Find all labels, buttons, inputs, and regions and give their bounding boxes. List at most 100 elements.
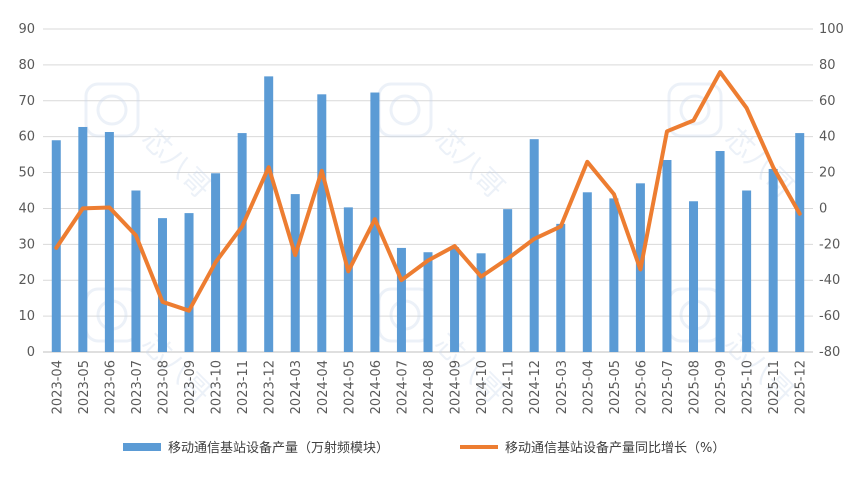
line-point: [507, 258, 509, 260]
bar-series: [51, 76, 805, 353]
line-point: [533, 238, 535, 240]
left-axis-ticks: 0 10 20 30 40 50 60 70 80 90: [18, 22, 35, 360]
right-tick-label: 40: [819, 130, 836, 145]
x-tick-label: 2024-10: [475, 360, 490, 414]
line-point: [241, 225, 243, 227]
line-point: [55, 247, 57, 249]
bar: [157, 218, 167, 352]
bar: [662, 159, 672, 352]
line-point: [613, 193, 615, 195]
left-tick-label: 0: [27, 345, 35, 360]
line-point: [772, 166, 774, 168]
x-axis-ticks: 2023-04 2023-05 2023-06 2023-07 2023-08 2023-…: [50, 360, 808, 414]
bar: [476, 253, 486, 352]
svg-text:芯八哥: 芯八哥: [428, 327, 511, 410]
bar: [317, 94, 327, 352]
line-point: [374, 218, 376, 220]
bar: [184, 213, 194, 352]
x-tick-label: 2024-03: [289, 360, 304, 414]
right-axis-ticks: -80 -60 -40 -20 0 20 40 60 80 100: [819, 22, 844, 360]
right-tick-label: 0: [819, 201, 827, 216]
x-tick-label: 2025-05: [608, 360, 623, 414]
line-point: [480, 276, 482, 278]
legend-bar-label: 移动通信基站设备产量（万射频模块）: [168, 440, 389, 456]
line-point: [268, 166, 270, 168]
left-tick-label: 30: [18, 237, 35, 252]
left-tick-label: 50: [18, 166, 35, 181]
right-tick-label: -80: [819, 345, 840, 360]
x-tick-label: 2024-05: [342, 360, 357, 414]
bar: [742, 190, 752, 352]
bar: [715, 151, 725, 352]
line-point: [400, 279, 402, 281]
bar: [78, 126, 88, 352]
gridlines: [43, 28, 813, 353]
line-point: [188, 310, 190, 312]
bar: [556, 223, 566, 352]
svg-text:芯八哥: 芯八哥: [135, 122, 218, 205]
right-tick-label: 100: [819, 22, 844, 37]
bar: [768, 168, 778, 352]
line-point: [347, 270, 349, 272]
left-tick-label: 60: [18, 130, 35, 145]
x-tick-label: 2024-06: [369, 360, 384, 414]
x-tick-label: 2025-09: [714, 360, 729, 414]
right-tick-label: 20: [819, 166, 836, 181]
line-point: [454, 245, 456, 247]
x-tick-label: 2025-07: [661, 360, 676, 414]
line-point: [719, 71, 721, 73]
x-tick-label: 2023-05: [77, 360, 92, 414]
x-tick-label: 2024-09: [449, 360, 464, 414]
left-tick-label: 90: [18, 22, 35, 37]
bar: [104, 132, 114, 352]
bar: [423, 252, 433, 352]
bar: [237, 133, 247, 352]
x-tick-label: 2025-11: [767, 360, 782, 414]
left-tick-label: 40: [18, 201, 35, 216]
x-tick-label: 2024-12: [528, 360, 543, 414]
legend: 移动通信基站设备产量（万射频模块） 移动通信基站设备产量同比增长（%）: [123, 440, 725, 456]
x-tick-label: 2023-11: [236, 360, 251, 414]
bar: [264, 76, 274, 352]
line-point: [639, 268, 641, 270]
bar: [609, 198, 619, 352]
bar: [131, 190, 141, 352]
line-point: [666, 130, 668, 132]
line-point: [215, 261, 217, 263]
line-point: [799, 213, 801, 215]
left-tick-label: 10: [18, 309, 35, 324]
left-tick-label: 70: [18, 94, 35, 109]
line-point: [427, 259, 429, 261]
x-tick-label: 2025-10: [741, 360, 756, 414]
bar: [689, 201, 699, 352]
line-point: [161, 301, 163, 303]
x-tick-label: 2023-06: [103, 360, 118, 414]
bar: [503, 209, 513, 352]
right-tick-label: -40: [819, 273, 840, 288]
bar: [343, 207, 353, 352]
x-tick-label: 2023-10: [210, 360, 225, 414]
line-point: [82, 207, 84, 209]
bar: [582, 192, 592, 352]
svg-text:芯八哥: 芯八哥: [428, 122, 511, 205]
svg-text:芯八哥: 芯八哥: [718, 327, 801, 410]
x-tick-label: 2025-08: [688, 360, 703, 414]
watermark-logo: 芯八哥: [377, 82, 511, 205]
line-point: [746, 107, 748, 109]
x-tick-label: 2025-12: [794, 360, 809, 414]
bar: [396, 247, 406, 352]
legend-bar-swatch: [123, 443, 161, 451]
left-tick-label: 80: [18, 58, 35, 73]
x-tick-label: 2024-08: [422, 360, 437, 414]
x-tick-label: 2025-04: [581, 360, 596, 414]
x-tick-label: 2024-07: [395, 360, 410, 414]
x-tick-label: 2023-09: [183, 360, 198, 414]
right-tick-label: -20: [819, 237, 840, 252]
line-point: [560, 225, 562, 227]
line-series: [54, 70, 802, 313]
line-point: [294, 254, 296, 256]
bar: [529, 139, 539, 352]
x-tick-label: 2023-12: [263, 360, 278, 414]
legend-line-label: 移动通信基站设备产量同比增长（%）: [505, 440, 725, 456]
x-tick-label: 2024-04: [316, 360, 331, 414]
